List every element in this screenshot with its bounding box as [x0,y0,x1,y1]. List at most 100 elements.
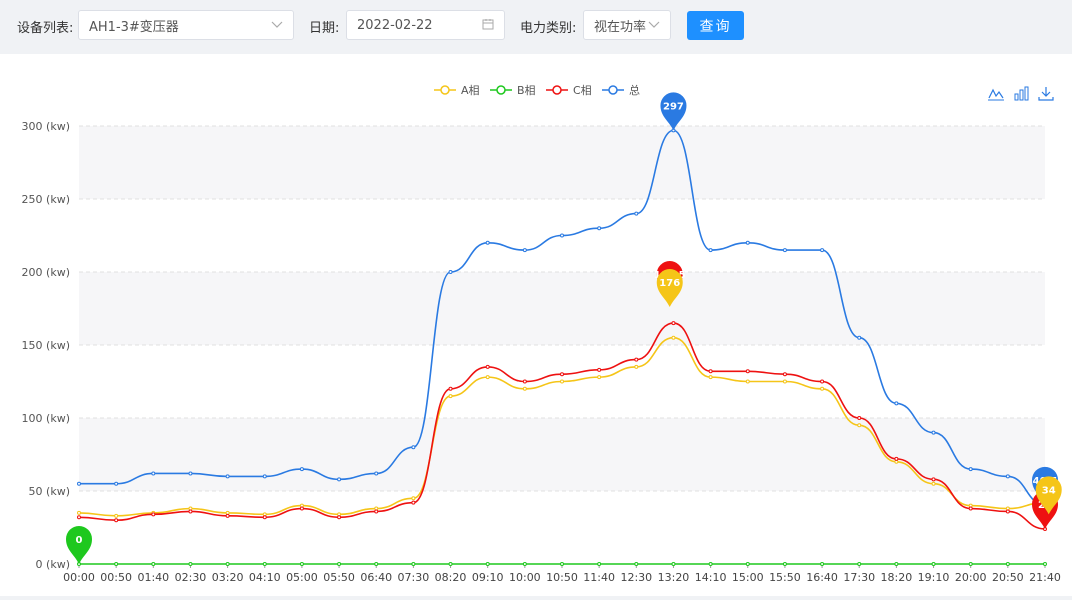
data-point-B [225,562,230,566]
marker-shape [656,269,683,308]
x-tick-label: 02:30 [175,571,207,584]
data-point-total [782,248,787,253]
data-point-B [448,562,453,566]
data-point-C [708,369,713,374]
data-point-B [560,562,564,566]
data-point-C [337,515,342,520]
data-point-total [299,467,304,472]
data-point-B [374,562,379,566]
device-select[interactable]: AH1-3#变压器 [78,10,294,40]
data-point-B [857,562,862,566]
calendar-icon [482,19,494,30]
marker-pin-A: 176 [656,269,683,308]
marker-shape [66,526,92,564]
marker-pin-A: 34 [1035,476,1062,515]
data-point-A [411,496,416,501]
data-point-B [151,562,156,566]
download-icon[interactable] [1038,87,1054,101]
data-point-A [745,379,750,384]
data-point-C [782,372,787,377]
data-point-B [188,562,193,566]
grid-band [79,272,1045,345]
legend-item-B[interactable]: B相 [490,84,536,97]
y-tick-label: 200 (kw) [22,266,70,279]
x-tick-label: 19:10 [918,571,950,584]
date-value: 2022-02-22 [357,17,433,33]
query-button[interactable]: 查询 [687,11,744,40]
data-point-B [894,562,899,566]
type-select[interactable]: 视在功率 [583,10,671,40]
data-point-A [77,510,81,515]
data-point-C [634,357,639,362]
line-chart-icon[interactable] [988,88,1004,101]
y-tick-label: 250 (kw) [22,193,70,206]
chevron-down-icon [648,21,660,28]
data-point-C [114,518,119,523]
x-tick-label: 06:40 [360,571,392,584]
data-point-A [560,379,564,384]
y-tick-label: 50 (kw) [29,485,70,498]
x-tick-label: 07:30 [398,571,430,584]
data-point-C [745,369,750,374]
x-tick-label: 05:50 [323,571,355,584]
legend-item-total[interactable]: 总 [602,83,640,97]
device-label: 设备列表: [17,21,74,36]
legend-label: A相 [461,84,480,97]
data-point-total [560,233,564,238]
legend-item-A[interactable]: A相 [434,84,480,97]
x-tick-label: 00:00 [63,571,95,584]
legend-symbol [608,85,618,95]
x-tick-label: 18:20 [881,571,913,584]
x-tick-label: 10:00 [509,571,541,584]
legend-label: B相 [517,84,536,97]
data-point-total [857,335,862,340]
data-point-total [931,430,936,435]
marker-label: 0 [76,535,83,546]
data-point-A [485,375,490,380]
data-point-total [820,248,825,253]
data-point-A [820,386,825,391]
data-point-total [337,477,342,482]
x-tick-label: 16:40 [806,571,838,584]
data-point-C [857,416,862,420]
data-point-A [114,513,119,518]
data-point-C [448,386,453,391]
x-tick-label: 09:10 [472,571,504,584]
x-tick-label: 08:20 [435,571,467,584]
type-label: 电力类别: [520,21,577,36]
data-point-B [522,562,527,566]
x-tick-label: 21:40 [1029,571,1061,584]
data-point-total [708,248,713,253]
chart-panel: 0 (kw) 50 (kw) 100 (kw) 150 (kw) 200 (kw) 250… [0,54,1072,596]
data-point-total [411,445,416,450]
y-tick-label: 300 (kw) [22,120,70,133]
data-point-A [597,375,602,380]
data-point-B [745,562,750,566]
bar-chart-icon[interactable] [1014,86,1029,101]
date-picker[interactable]: 2022-02-22 [346,10,505,40]
data-point-C [374,509,379,514]
data-point-B [1043,562,1047,566]
data-point-C [151,512,156,517]
data-point-B [411,562,416,566]
date-label: 日期: [309,21,340,36]
data-point-C [77,515,81,520]
data-point-B [968,562,973,566]
data-point-total [188,471,193,476]
marker-label: 176 [659,278,680,289]
marker-label: 297 [663,101,684,112]
data-point-total [1005,474,1010,479]
data-point-total [894,401,899,406]
power-chart: 0 (kw) 50 (kw) 100 (kw) 150 (kw) 200 (kw) 250… [22,83,1062,584]
legend-item-C[interactable]: C相 [546,84,592,97]
data-point-A [671,335,676,340]
data-point-total [634,211,639,216]
data-point-total [225,474,230,479]
marker-shape [660,92,687,131]
x-tick-label: 05:00 [286,571,318,584]
data-point-B [782,562,787,566]
data-point-total [262,474,267,479]
data-point-total [151,471,156,476]
filter-toolbar: 设备列表: AH1-3#变压器 日期: 2022-02-22 电力类别: 视在功… [0,0,1072,52]
marker-pin-B: 0 [66,526,92,564]
